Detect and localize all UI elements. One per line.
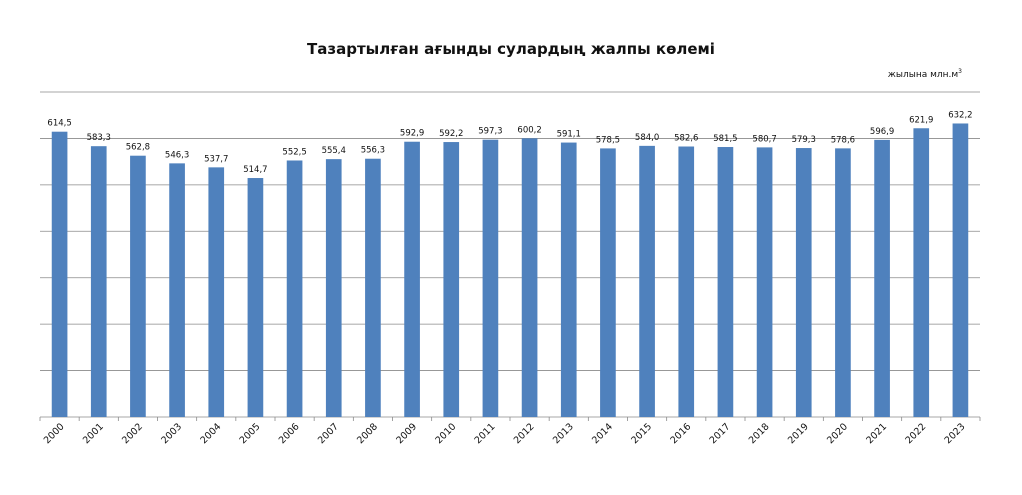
data-label-2005: 514,7 xyxy=(243,165,267,175)
bar-2003 xyxy=(169,163,185,417)
bar-2007 xyxy=(325,159,342,417)
x-tick-label-2005: 2005 xyxy=(238,421,263,446)
data-label-2018: 580,7 xyxy=(752,134,776,144)
bar-2005 xyxy=(247,178,264,417)
x-tick-label-2017: 2017 xyxy=(708,421,733,446)
x-tick-label-2020: 2020 xyxy=(825,421,850,446)
data-label-2019: 579,3 xyxy=(792,135,816,145)
x-tick-label-2003: 2003 xyxy=(159,421,184,446)
x-tick-label-2016: 2016 xyxy=(668,421,693,446)
x-tick-label-2001: 2001 xyxy=(81,421,106,446)
bar-2002 xyxy=(130,155,146,417)
bar-2020 xyxy=(835,148,851,417)
bar-2014 xyxy=(600,148,616,418)
bar-2001 xyxy=(90,146,107,418)
x-tick-label-2011: 2011 xyxy=(473,421,498,446)
data-label-2001: 583,3 xyxy=(87,133,111,143)
x-tick-label-2022: 2022 xyxy=(903,421,928,446)
data-label-2014: 578,5 xyxy=(596,135,620,145)
bar-2008 xyxy=(365,158,381,418)
chart-title: Тазартылған ағынды сулардың жалпы көлемі xyxy=(307,40,715,58)
data-label-2016: 582,6 xyxy=(674,134,698,144)
bar-2009 xyxy=(404,141,420,417)
x-tick-label-2019: 2019 xyxy=(786,421,811,446)
data-label-2010: 592,2 xyxy=(439,129,463,139)
bar-2012 xyxy=(521,138,538,418)
data-label-2002: 562,8 xyxy=(126,143,150,153)
data-label-2011: 597,3 xyxy=(478,127,502,137)
data-label-2004: 537,7 xyxy=(204,154,228,164)
data-label-2012: 600,2 xyxy=(517,125,541,135)
bar-2011 xyxy=(482,139,499,418)
data-label-2008: 556,3 xyxy=(361,146,385,156)
bar-2021 xyxy=(874,139,890,417)
bar-2023 xyxy=(952,123,969,417)
x-tick-label-2010: 2010 xyxy=(433,421,458,446)
data-label-2015: 584,0 xyxy=(635,133,659,143)
data-label-2013: 591,1 xyxy=(557,130,581,140)
data-label-2003: 546,3 xyxy=(165,150,189,160)
bar-2006 xyxy=(286,160,303,417)
data-label-2017: 581,5 xyxy=(713,134,737,144)
x-tick-label-2008: 2008 xyxy=(355,421,380,446)
data-label-2007: 555,4 xyxy=(322,146,346,156)
x-tick-label-2014: 2014 xyxy=(590,421,615,446)
x-tick-label-2023: 2023 xyxy=(943,421,968,446)
x-tick-label-2021: 2021 xyxy=(864,421,889,446)
x-tick-label-2002: 2002 xyxy=(120,421,145,446)
unit-label: жылына млн.м3 xyxy=(888,68,962,80)
data-label-2022: 621,9 xyxy=(909,115,933,125)
x-tick-label-2000: 2000 xyxy=(42,421,67,446)
x-axis-ticks: 2000 2001 2002 2003 2004 2005 2006 2007 2008 2009… xyxy=(42,421,968,446)
data-label-2020: 578,6 xyxy=(831,135,855,145)
data-label-2009: 592,9 xyxy=(400,129,424,139)
data-label-2006: 552,5 xyxy=(282,147,306,157)
bar-2016 xyxy=(678,146,695,417)
x-tick-label-2013: 2013 xyxy=(551,421,576,446)
gridlines xyxy=(39,91,981,421)
x-tick-label-2007: 2007 xyxy=(316,421,341,446)
x-tick-label-2018: 2018 xyxy=(747,421,772,446)
data-labels: 614,5 583,3 562,8 546,3 537,7 514,7 552,5 555,4… xyxy=(47,110,972,175)
x-tick-label-2006: 2006 xyxy=(277,421,302,446)
bar-2010 xyxy=(443,142,460,418)
bar-2017 xyxy=(717,147,734,417)
data-label-2000: 614,5 xyxy=(47,119,71,129)
bar-2004 xyxy=(208,167,225,417)
x-tick-label-2009: 2009 xyxy=(394,421,419,446)
bars xyxy=(51,123,969,418)
bar-2019 xyxy=(795,148,812,417)
bar-2015 xyxy=(639,145,655,417)
data-label-2021: 596,9 xyxy=(870,127,894,137)
bar-2022 xyxy=(913,128,930,417)
x-tick-label-2004: 2004 xyxy=(198,421,223,446)
bar-2013 xyxy=(560,142,577,417)
unit-label-superscript: 3 xyxy=(958,68,962,75)
bar-2018 xyxy=(756,147,773,417)
x-tick-label-2012: 2012 xyxy=(512,421,537,446)
data-label-2023: 632,2 xyxy=(948,110,972,120)
bar-2000 xyxy=(51,131,68,418)
unit-label-text: жылына млн.м xyxy=(887,70,959,80)
x-tick-label-2015: 2015 xyxy=(629,421,654,446)
